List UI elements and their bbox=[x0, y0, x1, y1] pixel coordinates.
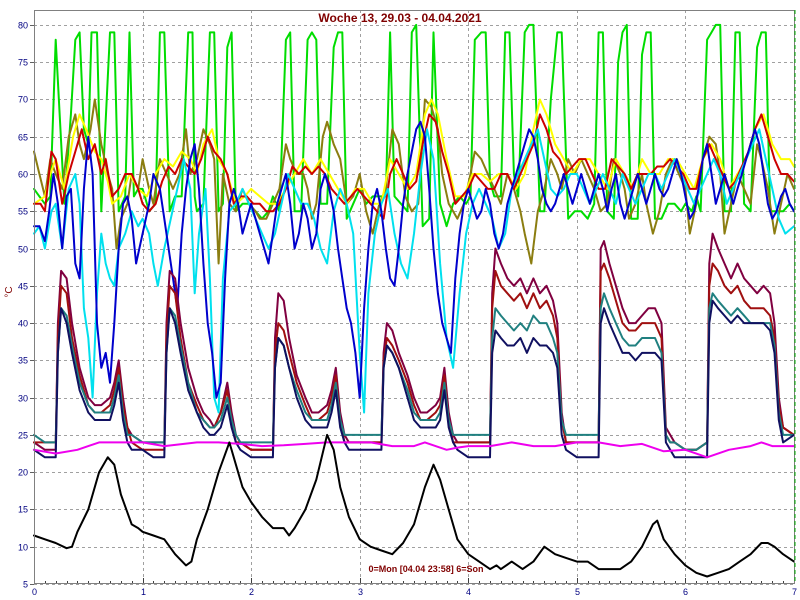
y-tick-label: 70 bbox=[18, 95, 28, 105]
y-tick-label: 15 bbox=[18, 505, 28, 515]
y-tick-label: 35 bbox=[18, 356, 28, 366]
series-line-10 bbox=[33, 299, 795, 459]
chart-title: Woche 13, 29.03 - 04.04.2021 bbox=[318, 11, 482, 25]
grid-lines bbox=[34, 10, 794, 585]
x-tick-label: 2 bbox=[249, 587, 254, 597]
x-tick-label: 7 bbox=[792, 587, 797, 597]
x-tick-label: 6 bbox=[683, 587, 688, 597]
series-line-12 bbox=[33, 433, 795, 578]
x-tick-label: 3 bbox=[358, 587, 363, 597]
y-tick-label: 50 bbox=[18, 245, 28, 255]
y-tick-label: 60 bbox=[18, 170, 28, 180]
footer-label: 0=Mon [04.04 23:58] 6=Son bbox=[368, 564, 483, 574]
y-tick-label: 80 bbox=[18, 21, 28, 31]
y-tick-label: 5 bbox=[23, 580, 28, 590]
x-tick-label: 4 bbox=[466, 587, 471, 597]
series-line-11 bbox=[33, 441, 795, 459]
x-tick-label: 1 bbox=[141, 587, 146, 597]
series-layer bbox=[33, 23, 795, 578]
y-tick-label: 45 bbox=[18, 282, 28, 292]
y-tick-label: 25 bbox=[18, 431, 28, 441]
y-tick-label: 40 bbox=[18, 319, 28, 329]
series-line-4 bbox=[33, 113, 795, 220]
y-tick-label: 20 bbox=[18, 468, 28, 478]
y-axis-label: °C bbox=[4, 286, 15, 297]
series-line-6 bbox=[33, 120, 795, 399]
x-tick-label: 5 bbox=[575, 587, 580, 597]
y-tick-label: 75 bbox=[18, 58, 28, 68]
y-tick-label: 55 bbox=[18, 207, 28, 217]
x-tick-label: 0 bbox=[32, 587, 37, 597]
y-tick-label: 30 bbox=[18, 394, 28, 404]
y-tick-label: 10 bbox=[18, 543, 28, 553]
y-tick-label: 65 bbox=[18, 133, 28, 143]
